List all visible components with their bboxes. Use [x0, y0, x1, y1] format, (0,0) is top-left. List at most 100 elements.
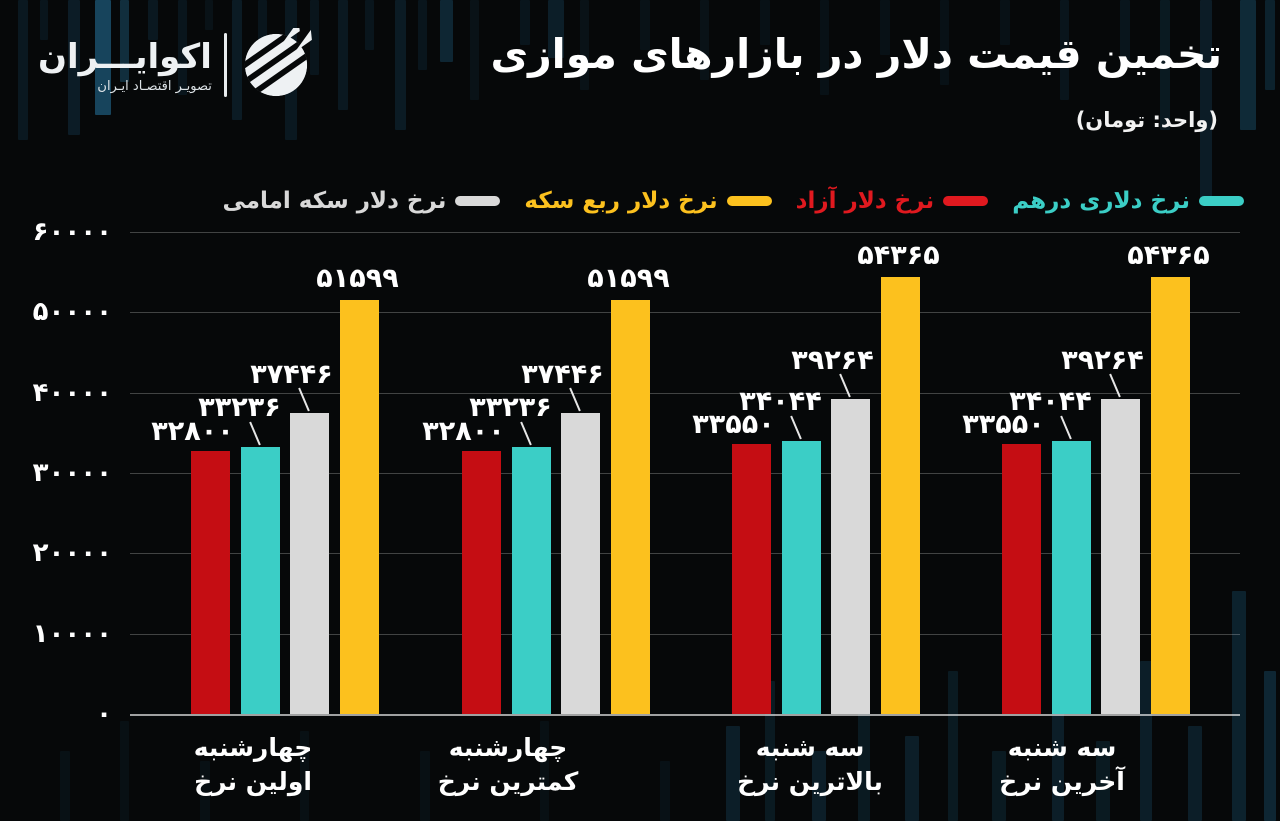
- background-bar: [540, 721, 549, 821]
- bar-free-dollar-rate: [191, 450, 230, 714]
- background-bar: [258, 0, 267, 60]
- background-bar: [338, 0, 348, 110]
- legend-label: نرخ دلاری درهم: [1012, 188, 1190, 214]
- legend-label: نرخ دلار سکه امامی: [222, 188, 447, 214]
- bar-value-label-dirham-dollar-rate: ۳۳۲۳۶: [469, 392, 552, 423]
- background-bar: [148, 0, 158, 40]
- label-leader-line: [1059, 415, 1072, 439]
- legend-item-0: نرخ دلاری درهم: [1012, 188, 1244, 214]
- background-bar: [1096, 741, 1110, 821]
- background-bar: [365, 0, 374, 50]
- unit-label: (واحد: تومان): [1075, 108, 1218, 132]
- ecoiran-logo: اکوایـــران تصویـر اقتصـاد ایـران: [38, 28, 313, 102]
- ecoiran-logo-icon: [244, 28, 312, 97]
- bar-value-label-free-dollar-rate: ۳۳۵۵۰: [692, 409, 775, 441]
- background-bar: [940, 0, 949, 85]
- y-axis-tick-label: ۰: [96, 699, 112, 729]
- legend-item-1: نرخ دلار آزاد: [796, 188, 989, 214]
- legend-line-marker-icon: [455, 196, 501, 206]
- gridline: [130, 553, 1240, 555]
- y-axis-tick-label: ۱۰۰۰۰: [32, 618, 112, 649]
- label-leader-line: [789, 415, 802, 439]
- background-bar: [1240, 0, 1256, 130]
- background-bar: [1052, 711, 1064, 821]
- background-bar: [660, 761, 670, 821]
- legend: نرخ دلاری درهم نرخ دلار آزاد نرخ دلار ربع …: [222, 188, 1244, 214]
- background-bar: [880, 0, 890, 55]
- bar-quarter-coin-dollar-rate: [881, 277, 920, 714]
- background-bar: [310, 0, 319, 75]
- legend-line-marker-icon: [943, 196, 989, 206]
- background-bar: [1140, 661, 1152, 821]
- background-bar: [1120, 0, 1130, 60]
- x-axis-category-label: سه شنبه آخرین نرخ: [999, 731, 1125, 799]
- legend-label: نرخ دلار ربع سکه: [524, 188, 718, 214]
- background-bar: [205, 0, 213, 30]
- background-bar: [760, 0, 770, 45]
- background-bar: [418, 0, 427, 70]
- bar-free-dollar-rate: [462, 450, 501, 714]
- background-bar: [1200, 0, 1212, 200]
- logo-divider: [223, 33, 227, 97]
- legend-line-marker-icon: [1199, 196, 1244, 206]
- category-day-label: چهارشنبه: [193, 733, 313, 762]
- y-axis-tick-label: ۵۰۰۰۰: [32, 297, 112, 328]
- background-bar: [470, 0, 479, 100]
- background-bar: [120, 721, 129, 821]
- background-bar: [40, 0, 48, 40]
- bar-emami-coin-dollar-rate: [561, 413, 600, 714]
- x-axis-category-label: چهارشنبه کمترین نرخ: [438, 731, 579, 799]
- bar-value-label-emami-coin-dollar-rate: ۳۹۲۶۴: [791, 344, 874, 376]
- background-bar: [68, 0, 80, 135]
- bar-value-label-emami-coin-dollar-rate: ۳۷۴۴۶: [521, 359, 604, 391]
- bar-value-label-free-dollar-rate: ۳۲۸۰۰: [151, 415, 234, 447]
- bar-quarter-coin-dollar-rate: [340, 299, 379, 714]
- y-axis-tick-label: ۲۰۰۰۰: [32, 538, 112, 569]
- background-bar: [992, 751, 1006, 821]
- background-bar: [820, 0, 829, 95]
- background-bar: [200, 761, 210, 821]
- x-axis-baseline: [130, 714, 1240, 716]
- background-bar: [395, 0, 406, 130]
- label-leader-line: [248, 421, 261, 446]
- background-bar: [60, 751, 70, 821]
- gridline: [130, 312, 1240, 314]
- bar-dirham-dollar-rate: [241, 447, 280, 714]
- background-bar: [1188, 726, 1202, 821]
- bar-value-label-dirham-dollar-rate: ۳۳۲۳۶: [198, 392, 281, 423]
- bar-value-label-free-dollar-rate: ۳۲۸۰۰: [422, 415, 505, 447]
- category-day-label: چهارشنبه: [448, 733, 568, 762]
- background-bar: [120, 0, 129, 82]
- legend-item-3: نرخ دلار سکه امامی: [222, 188, 501, 214]
- legend-label: نرخ دلار آزاد: [795, 188, 935, 214]
- background-bar: [1264, 671, 1276, 821]
- bar-value-label-quarter-coin-dollar-rate: ۵۱۵۹۹: [587, 262, 670, 294]
- background-bar: [726, 726, 740, 821]
- bar-value-label-dirham-dollar-rate: ۳۴۰۴۴: [739, 385, 822, 417]
- background-bar: [812, 751, 826, 821]
- x-axis-category-label: سه شنبه بالاترین نرخ: [737, 731, 883, 799]
- chart-title: تخمین قیمت دلار در بازارهای موازی: [490, 30, 1223, 78]
- background-bar: [440, 0, 453, 62]
- background-bar: [95, 0, 111, 115]
- background-bar: [948, 671, 958, 821]
- background-bar: [1265, 0, 1275, 90]
- logo-tagline: تصویـر اقتصـاد ایـران: [97, 79, 212, 95]
- logo-text: اکوایـــران تصویـر اقتصـاد ایـران: [38, 36, 212, 95]
- bar-free-dollar-rate: [1002, 444, 1041, 714]
- category-rate-label: اولین نرخ: [194, 767, 312, 796]
- background-bar: [300, 731, 309, 821]
- background-bar: [1000, 0, 1010, 45]
- background-bar: [420, 751, 430, 821]
- background-bar: [700, 0, 709, 80]
- logo-name: اکوایـــران: [38, 36, 212, 77]
- background-bar: [1160, 0, 1170, 130]
- background-bar: [580, 0, 589, 90]
- background-bar: [765, 681, 775, 821]
- bar-value-label-quarter-coin-dollar-rate: ۵۴۳۶۵: [1127, 240, 1210, 272]
- background-bar: [548, 0, 564, 58]
- category-day-label: سه شنبه: [1007, 733, 1117, 762]
- bar-dirham-dollar-rate: [1052, 440, 1091, 714]
